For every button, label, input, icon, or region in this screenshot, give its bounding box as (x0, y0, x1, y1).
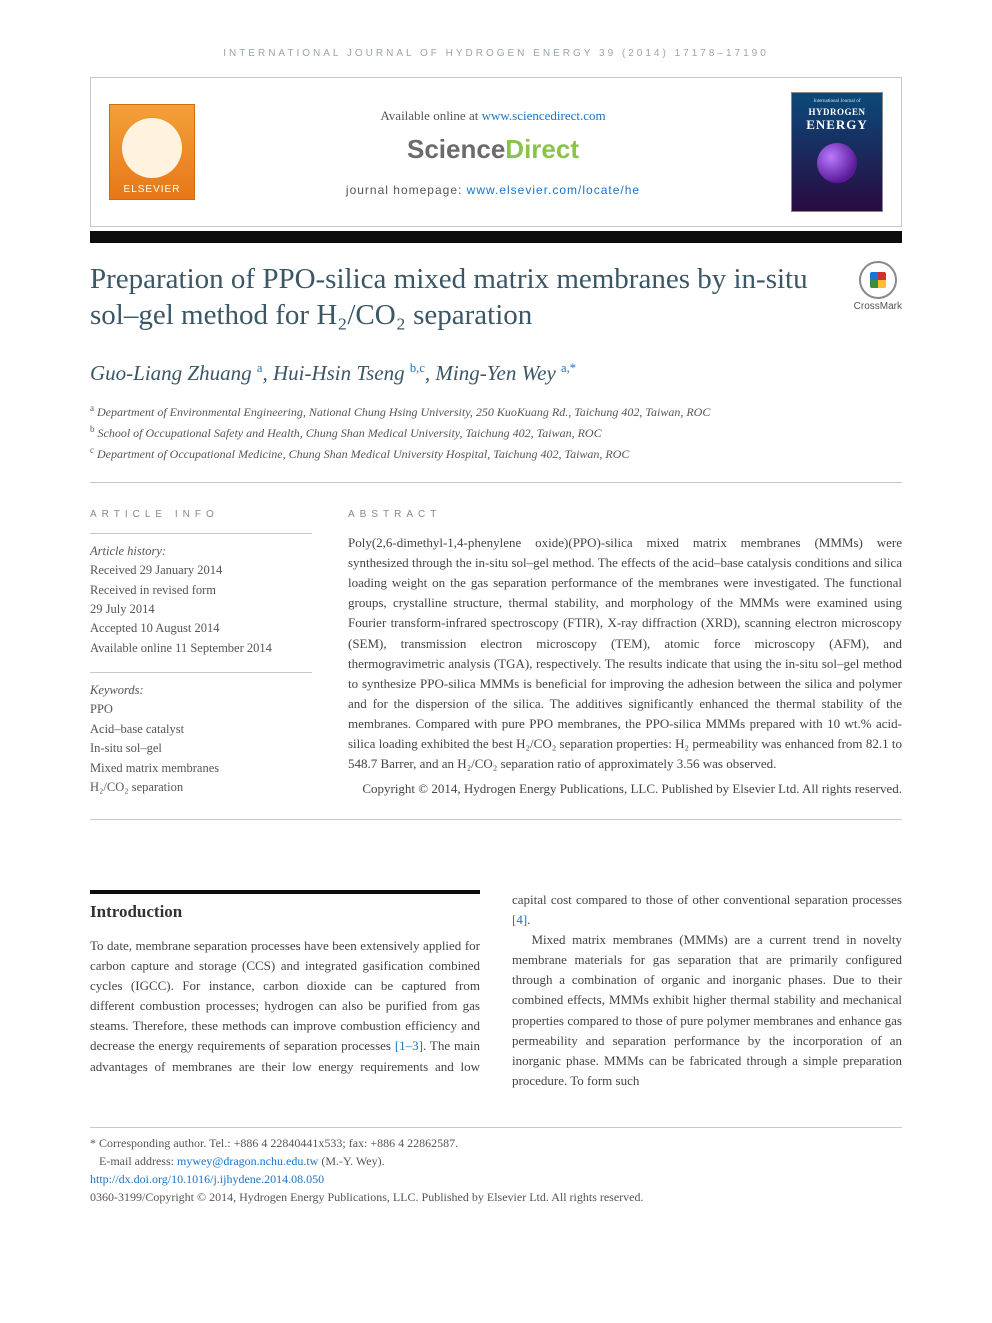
abstract-body: Poly(2,6-dimethyl-1,4-phenylene oxide)(P… (348, 533, 902, 775)
homepage-line: journal homepage: www.elsevier.com/locat… (213, 183, 773, 197)
intro-p1-c: . (527, 912, 530, 927)
history-received: Received 29 January 2014 (90, 561, 312, 580)
author-2-affil-sup[interactable]: b,c (410, 361, 425, 375)
article-info-heading: ARTICLE INFO (90, 507, 312, 523)
history-revised-1: Received in revised form (90, 581, 312, 600)
cover-globe-icon (817, 143, 857, 183)
corresponding-author-note: * Corresponding author. Tel.: +886 4 228… (90, 1134, 902, 1152)
title-separator-bar (90, 231, 902, 243)
sciencedirect-link[interactable]: www.sciencedirect.com (482, 108, 606, 123)
crossmark-icon (859, 261, 897, 299)
abstract-heading: ABSTRACT (348, 507, 902, 523)
author-1-name: Guo-Liang Zhuang (90, 361, 252, 385)
ref-link-1-3[interactable]: [1–3] (395, 1038, 423, 1053)
crossmark-label: CrossMark (854, 301, 902, 312)
cover-title-1: HYDROGEN (808, 107, 865, 117)
issn-copyright-line: 0360-3199/Copyright © 2014, Hydrogen Ene… (90, 1188, 902, 1206)
author-3-name: Ming-Yen Wey (435, 361, 555, 385)
article-title: Preparation of PPO-silica mixed matrix m… (90, 261, 834, 334)
keyword-1: PPO (90, 700, 312, 719)
affiliation-c: c Department of Occupational Medicine, C… (90, 443, 902, 464)
divider (90, 482, 902, 483)
cover-title-2: ENERGY (806, 117, 868, 133)
article-info-column: ARTICLE INFO Article history: Received 2… (90, 507, 312, 798)
available-online-line: Available online at www.sciencedirect.co… (213, 108, 773, 124)
email-suffix: (M.-Y. Wey). (318, 1154, 384, 1168)
history-accepted: Accepted 10 August 2014 (90, 619, 312, 638)
ref-link-4[interactable]: [4] (512, 912, 527, 927)
keyword-4: Mixed matrix membranes (90, 759, 312, 778)
sciencedirect-logo: ScienceDirect (213, 134, 773, 165)
crossmark-badge[interactable]: CrossMark (854, 261, 902, 312)
affiliation-c-text: Department of Occupational Medicine, Chu… (97, 447, 629, 461)
abstract-copyright: Copyright © 2014, Hydrogen Energy Public… (348, 779, 902, 799)
intro-p1-a: To date, membrane separation processes h… (90, 938, 480, 1054)
homepage-link[interactable]: www.elsevier.com/locate/he (467, 183, 640, 197)
history-online: Available online 11 September 2014 (90, 639, 312, 658)
affiliation-a: a Department of Environmental Engineerin… (90, 401, 902, 422)
corresponding-author-star[interactable]: * (570, 361, 576, 375)
footnotes: * Corresponding author. Tel.: +886 4 228… (90, 1127, 902, 1206)
affiliation-b: b School of Occupational Safety and Heal… (90, 422, 902, 443)
history-label: Article history: (90, 542, 312, 561)
keyword-2: Acid–base catalyst (90, 720, 312, 739)
doi-link[interactable]: http://dx.doi.org/10.1016/j.ijhydene.201… (90, 1172, 324, 1186)
keyword-5: H₂/CO₂ separation (90, 778, 312, 797)
available-text: Available online at (380, 108, 481, 123)
abstract-column: ABSTRACT Poly(2,6-dimethyl-1,4-phenylene… (348, 507, 902, 798)
running-head: INTERNATIONAL JOURNAL OF HYDROGEN ENERGY… (90, 48, 902, 59)
intro-paragraph-2: Mixed matrix membranes (MMMs) are a curr… (512, 930, 902, 1091)
author-2-name: Hui-Hsin Tseng (273, 361, 405, 385)
author-3-affil-sup[interactable]: a, (561, 361, 570, 375)
journal-cover-thumbnail: International Journal of HYDROGEN ENERGY (791, 92, 883, 212)
author-1-affil-sup[interactable]: a (257, 361, 263, 375)
affiliation-b-text: School of Occupational Safety and Health… (98, 426, 602, 440)
corresponding-email-link[interactable]: mywey@dragon.nchu.edu.tw (177, 1154, 318, 1168)
keywords-label: Keywords: (90, 681, 312, 700)
elsevier-tree-icon (122, 118, 182, 178)
elsevier-wordmark: ELSEVIER (124, 184, 181, 195)
homepage-label: journal homepage: (346, 183, 467, 197)
sd-logo-science: Science (407, 134, 505, 164)
sd-logo-direct: Direct (505, 134, 579, 164)
email-label: E-mail address: (99, 1154, 177, 1168)
author-list: Guo-Liang Zhuang a, Hui-Hsin Tseng b,c, … (90, 360, 902, 387)
affiliations: a Department of Environmental Engineerin… (90, 401, 902, 465)
history-revised-2: 29 July 2014 (90, 600, 312, 619)
cover-supertitle: International Journal of (814, 99, 861, 105)
info-rule-1 (90, 533, 312, 534)
divider-2 (90, 819, 902, 820)
journal-header: ELSEVIER Available online at www.science… (90, 77, 902, 227)
affiliation-a-text: Department of Environmental Engineering,… (97, 405, 710, 419)
introduction-heading: Introduction (90, 890, 480, 922)
header-center: Available online at www.sciencedirect.co… (213, 108, 773, 197)
elsevier-logo: ELSEVIER (109, 104, 195, 200)
keyword-3: In-situ sol–gel (90, 739, 312, 758)
info-rule-2 (90, 672, 312, 673)
introduction-section: Introduction To date, membrane separatio… (90, 890, 902, 1091)
email-line: E-mail address: mywey@dragon.nchu.edu.tw… (90, 1152, 902, 1170)
